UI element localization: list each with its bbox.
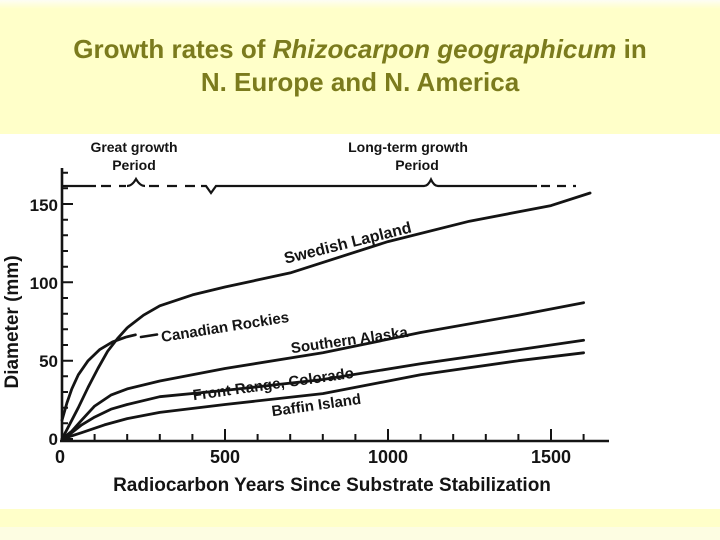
period-annotation: [62, 176, 576, 195]
canadian-rockies-label: Canadian Rockies: [160, 309, 290, 346]
southern-alaska-curve: [60, 301, 585, 441]
x-axis-ticks: [93, 429, 585, 441]
slide-title-line-1: Growth rates of Rhizocarpon geographicum…: [0, 33, 720, 66]
great-growth-label-line1: Great growth: [90, 139, 177, 155]
x-tick-label-0: 0: [55, 447, 65, 467]
front-range-colorado-curve: [60, 338, 585, 441]
x-tick-label-1500: 1500: [531, 447, 571, 467]
swedish-lapland-curve: [60, 191, 592, 441]
slide-title-line-2: N. Europe and N. America: [200, 67, 520, 97]
x-axis-title: Radiocarbon Years Since Substrate Stabil…: [113, 475, 551, 496]
slide-top-edge: [0, 0, 720, 9]
x-tick-label-500: 500: [210, 447, 240, 467]
chart-panel: [0, 134, 720, 509]
canadian-rockies-leader-dash: [139, 333, 159, 339]
canadian-rockies-curve: [60, 333, 137, 422]
title-suffix: in: [616, 34, 647, 64]
slide-title: Growth rates of Rhizocarpon geographicum…: [0, 33, 720, 99]
x-tick-label-1000: 1000: [368, 447, 408, 467]
great-growth-label-line2: Period: [112, 157, 156, 173]
y-tick-label-100: 100: [30, 274, 58, 293]
baffin-island-curve: [60, 351, 585, 441]
growth-curves: [60, 191, 592, 441]
great-growth-brace: [126, 176, 146, 188]
long-term-label-line1: Long-term growth: [348, 139, 468, 155]
southern-alaska-label: Southern Alaska: [290, 324, 410, 357]
period-divider-notch: [201, 176, 537, 195]
y-axis-ticks: [62, 171, 73, 440]
y-tick-label-50: 50: [39, 352, 58, 371]
title-prefix: Growth rates of: [73, 34, 273, 64]
species-name: Rhizocarpon geographicum: [272, 34, 617, 64]
slide-bottom-edge: [0, 527, 720, 540]
y-tick-label-150: 150: [30, 196, 58, 215]
swedish-lapland-label: Swedish Lapland: [282, 220, 413, 268]
long-term-label-line2: Period: [395, 157, 439, 173]
y-axis-title: Diameter (mm): [2, 255, 23, 388]
y-tick-label-0: 0: [49, 430, 58, 449]
